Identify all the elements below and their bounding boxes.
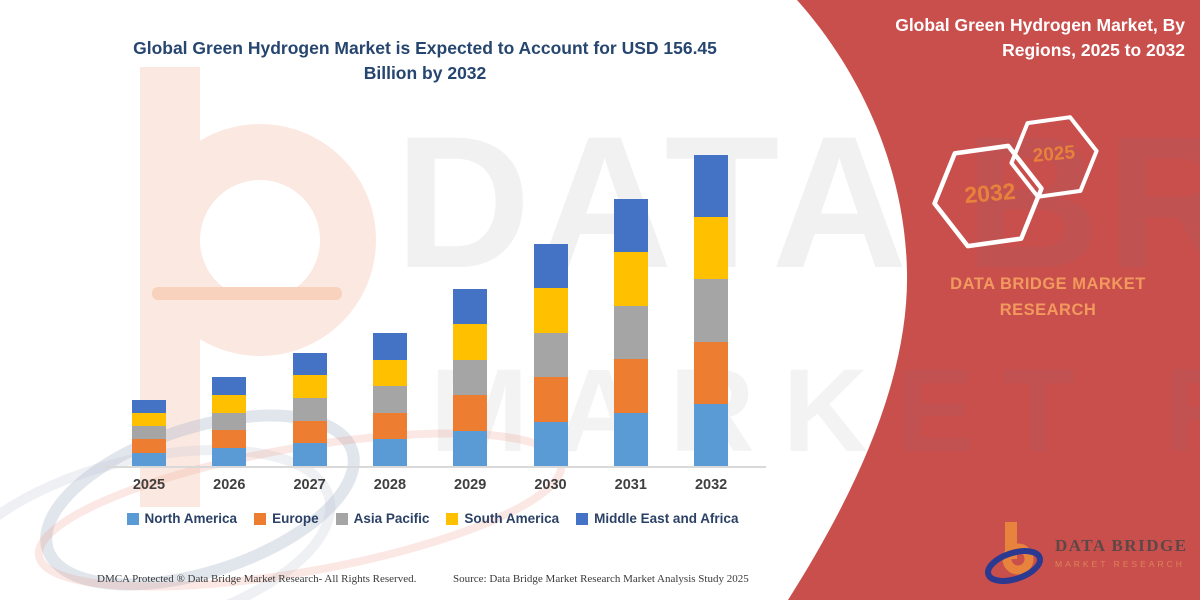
bar-segment-north-america bbox=[292, 443, 327, 466]
bar-segment-asia-pacific bbox=[694, 279, 729, 342]
stacked-bar-2028 bbox=[372, 333, 407, 466]
source-note: Source: Data Bridge Market Research Mark… bbox=[453, 573, 749, 585]
legend-label-europe: Europe bbox=[272, 511, 319, 526]
x-axis-label-2032: 2032 bbox=[694, 477, 728, 493]
bar-segment-europe bbox=[613, 359, 648, 413]
bar-segment-europe bbox=[212, 430, 247, 449]
logo-subtitle: MARKET RESEARCH bbox=[1055, 558, 1185, 569]
bar-segment-north-america bbox=[372, 439, 407, 466]
hexagon-2032-outline bbox=[932, 143, 1044, 249]
chart-title: Global Green Hydrogen Market is Expected… bbox=[133, 38, 717, 84]
legend-label-asia-pacific: Asia Pacific bbox=[353, 511, 430, 526]
hexagon-graphic bbox=[932, 115, 1099, 249]
bar-segment-europe bbox=[453, 395, 488, 431]
legend-marker-north-america bbox=[126, 512, 139, 525]
plot-area bbox=[105, 140, 760, 466]
bar-segment-middle-east-and-africa bbox=[292, 352, 327, 376]
legend-marker-europe bbox=[254, 512, 267, 525]
logo-title: DATA BRIDGE bbox=[1055, 535, 1188, 555]
bar-segment-europe bbox=[694, 341, 729, 404]
bar-segment-europe bbox=[372, 412, 407, 440]
legend-item-middle-east-and-africa: Middle East and Africa bbox=[576, 511, 738, 526]
legend-item-europe: Europe bbox=[254, 511, 319, 526]
databridge-logo: DATA BRIDGE MARKET RESEARCH bbox=[985, 518, 1188, 586]
legend-label-middle-east-and-africa: Middle East and Africa bbox=[594, 511, 739, 526]
bar-segment-asia-pacific bbox=[292, 398, 327, 421]
x-axis-label-2030: 2030 bbox=[534, 477, 567, 493]
legend-item-asia-pacific: Asia Pacific bbox=[335, 511, 430, 526]
bar-segment-asia-pacific bbox=[533, 332, 568, 378]
stacked-bar-2025 bbox=[132, 400, 166, 466]
bar-segment-europe bbox=[533, 377, 568, 422]
bar-segment-middle-east-and-africa bbox=[132, 400, 166, 414]
x-axis-label-2031: 2031 bbox=[614, 477, 647, 493]
x-axis-label-2027: 2027 bbox=[293, 477, 326, 493]
databridge-logo-icon bbox=[985, 522, 1043, 584]
stacked-bar-2030 bbox=[533, 244, 568, 466]
bar-segment-south-america bbox=[212, 394, 247, 413]
x-axis-labels: 2025 2026 2027 2028 2029 2030 2031 2032 bbox=[105, 477, 760, 497]
bar-segment-asia-pacific bbox=[613, 305, 648, 359]
bar-segment-north-america bbox=[212, 448, 247, 466]
stacked-bar-2032 bbox=[694, 155, 729, 466]
bar-segment-middle-east-and-africa bbox=[372, 333, 407, 360]
legend-label-south-america: South America bbox=[464, 511, 560, 526]
legend-marker-middle-east-and-africa bbox=[576, 512, 589, 525]
stacked-bar-2031 bbox=[613, 198, 648, 466]
legend-item-north-america: North America bbox=[126, 511, 238, 526]
legend-marker-south-america bbox=[446, 512, 459, 525]
bar-segment-south-america bbox=[694, 217, 729, 280]
bar-segment-middle-east-and-africa bbox=[694, 155, 729, 218]
bar-segment-north-america bbox=[613, 412, 648, 466]
bar-segment-europe bbox=[292, 420, 327, 444]
bar-segment-asia-pacific bbox=[132, 426, 166, 440]
legend-item-south-america: South America bbox=[446, 511, 559, 526]
bar-segment-south-america bbox=[453, 324, 488, 360]
x-axis-line bbox=[103, 466, 766, 468]
brand-line2: RESEARCH bbox=[999, 300, 1097, 319]
x-axis-label-2028: 2028 bbox=[373, 477, 407, 493]
brand-text: DATA BRIDGE MARKET RESEARCH bbox=[928, 272, 1168, 323]
bar-segment-middle-east-and-africa bbox=[533, 244, 568, 289]
x-axis-label-2026: 2026 bbox=[213, 477, 246, 493]
brand-line1: DATA BRIDGE MARKET bbox=[950, 275, 1146, 293]
bar-segment-south-america bbox=[292, 375, 327, 399]
stacked-bar-2029 bbox=[453, 289, 488, 466]
bar-segment-north-america bbox=[694, 403, 729, 466]
bar-segment-asia-pacific bbox=[212, 412, 247, 431]
legend-label-north-america: North America bbox=[144, 511, 238, 526]
bar-segment-south-america bbox=[372, 359, 407, 387]
bar-segment-middle-east-and-africa bbox=[613, 198, 648, 253]
bar-segment-middle-east-and-africa bbox=[212, 376, 247, 395]
legend-marker-asia-pacific bbox=[335, 512, 348, 525]
right-panel-title: Global Green Hydrogen Market, By Regions… bbox=[895, 15, 1185, 61]
bar-segment-south-america bbox=[613, 252, 648, 306]
watermark-line1: DATA BRIDGE bbox=[395, 97, 1200, 307]
bar-segment-north-america bbox=[453, 430, 488, 466]
bar-segment-asia-pacific bbox=[372, 386, 407, 413]
bar-segment-north-america bbox=[132, 452, 166, 466]
bar-segment-north-america bbox=[533, 421, 568, 466]
bar-segment-asia-pacific bbox=[453, 359, 488, 396]
stacked-bar-2026 bbox=[212, 376, 247, 466]
bar-segment-south-america bbox=[132, 413, 166, 427]
chart-legend: North America Europe Asia Pacific South Ame… bbox=[95, 511, 770, 526]
dmca-notice: DMCA Protected ® Data Bridge Market Rese… bbox=[97, 573, 417, 585]
stacked-bar-2027 bbox=[292, 352, 327, 466]
bar-segment-middle-east-and-africa bbox=[453, 289, 488, 325]
x-axis-label-2025: 2025 bbox=[132, 477, 166, 493]
hexagon-2025-outline bbox=[1009, 115, 1099, 199]
x-axis-label-2029: 2029 bbox=[454, 477, 487, 493]
bar-segment-south-america bbox=[533, 288, 568, 333]
bar-segment-europe bbox=[132, 439, 166, 453]
logo-text-block: DATA BRIDGE MARKET RESEARCH bbox=[1055, 536, 1188, 569]
